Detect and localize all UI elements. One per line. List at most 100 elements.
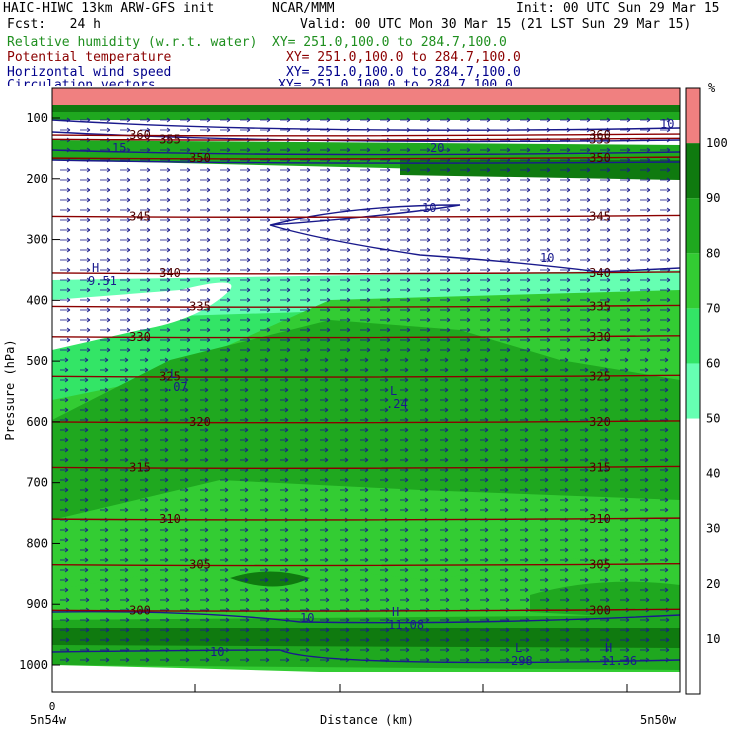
vector-head xyxy=(546,117,551,123)
vector-head xyxy=(126,347,131,353)
vector-head xyxy=(626,237,631,243)
vector-head xyxy=(266,187,271,193)
vector-head xyxy=(164,397,169,403)
vector-head xyxy=(604,547,609,553)
vector-head xyxy=(186,167,191,173)
vector-head xyxy=(324,557,329,563)
vector-head xyxy=(266,237,271,243)
vector-head xyxy=(264,527,269,533)
vector-head xyxy=(366,217,371,223)
vector-head xyxy=(444,527,449,533)
vector-head xyxy=(364,437,369,443)
org-label: NCAR/MMM xyxy=(272,1,335,16)
vector-head xyxy=(624,447,629,453)
vector-head xyxy=(286,177,291,183)
vector-head xyxy=(366,337,371,343)
vector-head xyxy=(106,217,111,223)
vector-head xyxy=(325,637,330,643)
vector-head xyxy=(86,237,91,243)
vector-head xyxy=(126,117,131,123)
y-tick-label-600: 600 xyxy=(26,415,48,429)
vector-head xyxy=(486,327,491,333)
vector-head xyxy=(166,287,171,293)
vector-head xyxy=(306,337,311,343)
vector-head xyxy=(284,547,289,553)
vector-head xyxy=(224,357,229,363)
vector-head xyxy=(626,257,631,263)
vector-head xyxy=(166,337,171,343)
vector-head xyxy=(306,247,311,253)
vector-head xyxy=(504,567,509,573)
vector-head xyxy=(564,377,569,383)
vector-head xyxy=(244,577,249,583)
vector-head xyxy=(326,227,331,233)
vector-head xyxy=(106,297,111,303)
vector-head xyxy=(364,387,369,393)
vector-head xyxy=(464,487,469,493)
vector-head xyxy=(664,367,669,373)
vector-head xyxy=(364,457,369,463)
vector-head xyxy=(466,337,471,343)
vector-head xyxy=(385,597,390,603)
vector-head xyxy=(184,387,189,393)
vector-head xyxy=(385,617,390,623)
vector-head xyxy=(526,197,531,203)
vector-head xyxy=(285,627,290,633)
vector-head xyxy=(584,457,589,463)
vector-head xyxy=(345,627,350,633)
vector-head xyxy=(564,437,569,443)
vector-head xyxy=(184,367,189,373)
vector-head xyxy=(146,227,151,233)
vector-head xyxy=(146,267,151,273)
vector-head xyxy=(144,397,149,403)
vector-head xyxy=(146,197,151,203)
vector-head xyxy=(284,397,289,403)
vector-head xyxy=(466,297,471,303)
vector-head xyxy=(186,317,191,323)
vector-head xyxy=(65,627,70,633)
vector-head xyxy=(366,227,371,233)
vector-head xyxy=(406,177,411,183)
vector-head xyxy=(224,437,229,443)
y-tick-label-1000: 1000 xyxy=(19,658,48,672)
vector-head xyxy=(604,447,609,453)
vector-head xyxy=(384,577,389,583)
vector-head xyxy=(306,297,311,303)
vector-head xyxy=(85,627,90,633)
wind-speed-contours-layer xyxy=(51,119,681,664)
theta-label-310-0: 310 xyxy=(159,512,181,526)
extremum-value-1: .07 xyxy=(166,380,188,394)
vector-head xyxy=(566,277,571,283)
vector-head xyxy=(566,187,571,193)
vector-head xyxy=(466,187,471,193)
vector-head xyxy=(64,407,69,413)
vector-head xyxy=(646,177,651,183)
vector-head xyxy=(184,477,189,483)
vector-head xyxy=(106,287,111,293)
vector-head xyxy=(625,597,630,603)
vector-head xyxy=(146,127,151,133)
vector-head xyxy=(106,327,111,333)
vector-head xyxy=(244,407,249,413)
vector-head xyxy=(306,267,311,273)
vector-head xyxy=(104,457,109,463)
vector-head xyxy=(326,337,331,343)
vector-head xyxy=(665,597,670,603)
vector-head xyxy=(245,637,250,643)
vector-head xyxy=(124,497,129,503)
vector-head xyxy=(244,457,249,463)
vector-head xyxy=(384,367,389,373)
vector-head xyxy=(384,447,389,453)
vector-head xyxy=(486,227,491,233)
vector-head xyxy=(84,567,89,573)
vector-head xyxy=(485,657,490,663)
vector-head xyxy=(206,347,211,353)
vector-head xyxy=(286,117,291,123)
vector-head xyxy=(406,347,411,353)
vector-head xyxy=(586,187,591,193)
vector-head xyxy=(606,227,611,233)
vector-head xyxy=(566,117,571,123)
vector-head xyxy=(244,547,249,553)
vector-head xyxy=(144,527,149,533)
vector-head xyxy=(165,597,170,603)
